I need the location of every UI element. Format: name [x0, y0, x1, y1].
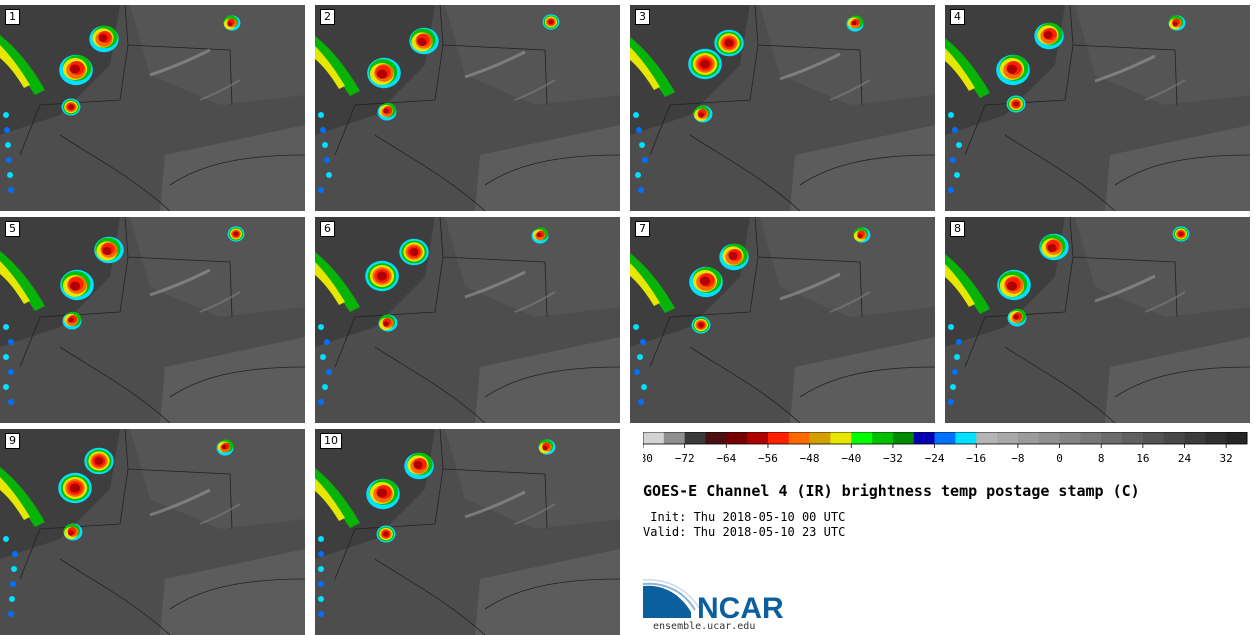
postage-stamp-panel: 7 [630, 217, 935, 423]
panel-number-label: 3 [635, 9, 650, 25]
panel-number-label: 4 [950, 9, 965, 25]
colorbar-segment [747, 432, 769, 444]
colorbar-segment [1163, 432, 1186, 444]
colorbar-segment [809, 432, 831, 444]
colorbar-tick-label: −56 [758, 452, 778, 465]
ncar-logo-text: NCAR [697, 592, 784, 622]
colorbar-tick-label: −16 [966, 452, 986, 465]
colorbar-segment [726, 432, 748, 444]
postage-stamp-panel: 4 [945, 5, 1250, 211]
ir-satellite-map [630, 5, 935, 211]
colorbar-segment [830, 432, 852, 444]
colorbar-segment [1226, 432, 1248, 444]
colorbar-segment [1080, 432, 1102, 444]
colorbar-tick-label: −40 [841, 452, 861, 465]
colorbar-tick-label: 32 [1220, 452, 1233, 465]
ir-satellite-map [0, 5, 305, 211]
colorbar-tick-label: −24 [925, 452, 945, 465]
colorbar-segment [1059, 432, 1081, 444]
panel-number-label: 2 [320, 9, 335, 25]
colorbar-segment [913, 432, 936, 444]
init-time: Init: Thu 2018-05-10 00 UTC [643, 510, 846, 524]
colorbar-segment [892, 432, 915, 444]
colorbar-tick-label: −64 [716, 452, 736, 465]
panel-number-label: 10 [320, 433, 342, 449]
colorbar-segment [1142, 432, 1165, 444]
figure-title: GOES-E Channel 4 (IR) brightness temp po… [643, 482, 1140, 500]
ir-satellite-map [0, 217, 305, 423]
colorbar-tick-label: 24 [1178, 452, 1192, 465]
postage-stamp-panel: 5 [0, 217, 305, 423]
colorbar-segment [767, 432, 790, 444]
postage-stamp-panel: 3 [630, 5, 935, 211]
colorbar-tick-label: −8 [1011, 452, 1024, 465]
postage-stamp-panel: 6 [315, 217, 620, 423]
colorbar-segment [1184, 432, 1206, 444]
colorbar-segment [976, 432, 998, 444]
colorbar-tick-label: −72 [675, 452, 695, 465]
ir-satellite-map [315, 429, 620, 635]
ir-satellite-map [0, 429, 305, 635]
colorbar-tick-label: 0 [1056, 452, 1063, 465]
panel-number-label: 8 [950, 221, 965, 237]
colorbar-segment [955, 432, 977, 444]
colorbar-segment [1017, 432, 1040, 444]
postage-stamp-panel: 2 [315, 5, 620, 211]
ir-satellite-map [315, 217, 620, 423]
valid-time: Valid: Thu 2018-05-10 23 UTC [643, 525, 846, 539]
colorbar-segment [997, 432, 1019, 444]
ir-satellite-map [315, 5, 620, 211]
colorbar-tick-label: 8 [1098, 452, 1105, 465]
colorbar-segment [788, 432, 811, 444]
panel-number-label: 1 [5, 9, 20, 25]
ncar-logo: NCAR [643, 579, 784, 622]
ir-satellite-map [945, 5, 1250, 211]
panel-number-label: 5 [5, 221, 20, 237]
panel-number-label: 6 [320, 221, 335, 237]
colorbar-tick-label: −48 [800, 452, 820, 465]
postage-stamp-panel: 1 [0, 5, 305, 211]
panel-number-label: 9 [5, 433, 20, 449]
colorbar-segment [872, 432, 894, 444]
colorbar-segment [643, 432, 665, 444]
logo-url: ensemble.ucar.edu [653, 621, 756, 632]
panel-number-label: 7 [635, 221, 650, 237]
colorbar-tick-label: 16 [1136, 452, 1149, 465]
colorbar-tick-label: −80 [643, 452, 653, 465]
ir-satellite-map [630, 217, 935, 423]
colorbar-segment [851, 432, 873, 444]
postage-stamp-panel: 8 [945, 217, 1250, 423]
colorbar-segment [934, 432, 956, 444]
colorbar-segment [1205, 432, 1227, 444]
postage-stamp-panel: 10 [315, 429, 620, 635]
ncar-logo-swoosh-icon [643, 585, 691, 618]
colorbar-segment [684, 432, 706, 444]
colorbar-segment [663, 432, 686, 444]
postage-stamp-panel: 9 [0, 429, 305, 635]
colorbar-segment [1101, 432, 1123, 444]
ir-satellite-map [945, 217, 1250, 423]
colorbar-segment [1038, 432, 1061, 444]
colorbar-segment [1122, 432, 1144, 444]
colorbar-tick-label: −32 [883, 452, 903, 465]
colorbar-segment [705, 432, 727, 444]
